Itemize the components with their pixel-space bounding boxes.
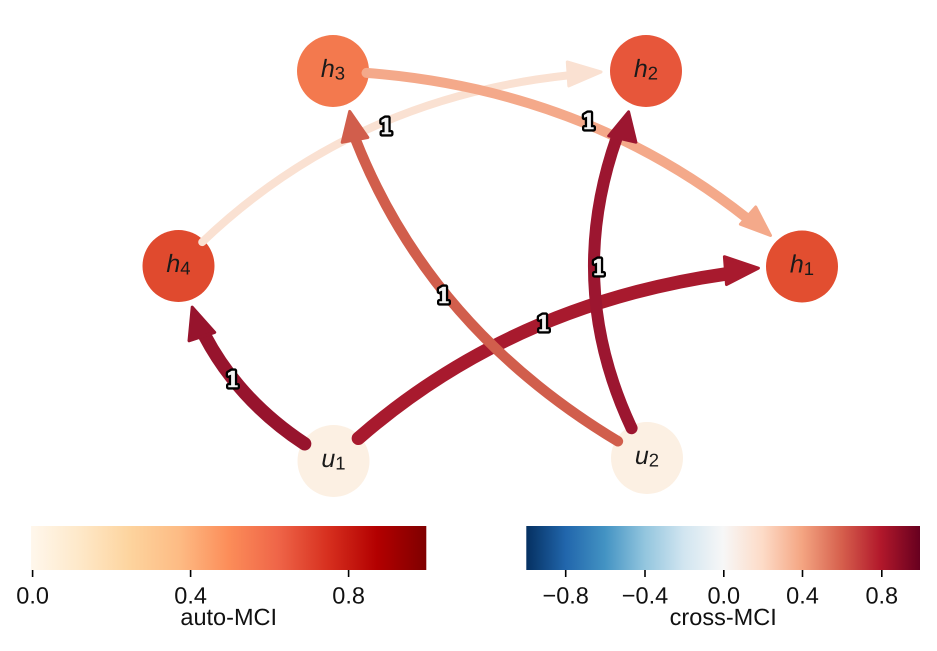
svg-text:0.8: 0.8 — [865, 583, 898, 609]
svg-text:0.0: 0.0 — [16, 583, 49, 609]
svg-text:0.4: 0.4 — [174, 583, 207, 609]
svg-text:−0.4: −0.4 — [622, 583, 668, 609]
svg-text:auto-MCI: auto-MCI — [180, 604, 277, 630]
svg-text:0.0: 0.0 — [707, 583, 740, 609]
svg-text:0.8: 0.8 — [332, 583, 365, 609]
svg-text:0.4: 0.4 — [786, 583, 819, 609]
svg-text:u2: u2 — [635, 442, 659, 471]
svg-text:cross-MCI: cross-MCI — [670, 604, 777, 630]
svg-text:−0.8: −0.8 — [542, 583, 588, 609]
